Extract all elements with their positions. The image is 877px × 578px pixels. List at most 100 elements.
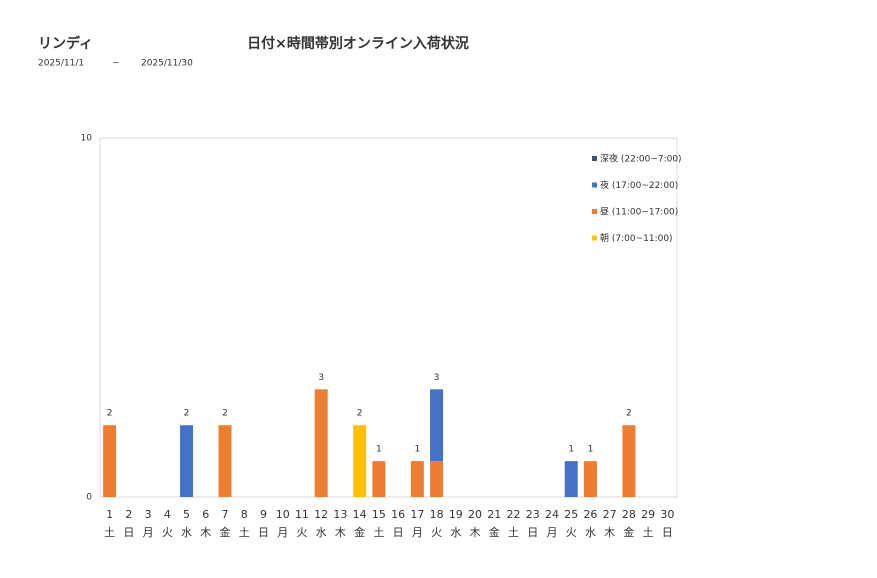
x-weekday-label: 火 bbox=[566, 526, 577, 539]
bar-segment bbox=[564, 461, 578, 497]
plot-area bbox=[99, 137, 678, 498]
data-label: 1 bbox=[414, 445, 420, 455]
y-tick-label: 10 bbox=[81, 134, 93, 144]
x-tick-label: 19 bbox=[449, 508, 463, 521]
x-tick-label: 9 bbox=[260, 508, 267, 521]
x-tick-label: 5 bbox=[183, 508, 190, 521]
x-weekday-label: 木 bbox=[470, 526, 481, 539]
data-label: 1 bbox=[376, 445, 382, 455]
x-weekday-label: 日 bbox=[393, 526, 404, 539]
x-weekday-label: 木 bbox=[335, 526, 346, 539]
data-label: 2 bbox=[626, 409, 632, 419]
x-tick-label: 14 bbox=[353, 508, 367, 521]
x-weekday-label: 土 bbox=[239, 526, 250, 539]
x-weekday-label: 土 bbox=[508, 526, 519, 539]
data-label: 2 bbox=[184, 409, 190, 419]
x-tick-label: 27 bbox=[603, 508, 617, 521]
date-separator: ~ bbox=[112, 59, 120, 69]
x-weekday-label: 金 bbox=[220, 525, 231, 539]
x-tick-label: 29 bbox=[641, 508, 655, 521]
x-weekday-label: 月 bbox=[277, 526, 288, 539]
x-weekday-label: 木 bbox=[200, 526, 211, 539]
bar-segment bbox=[218, 425, 232, 497]
legend-label: 夜 (17:00~22:00) bbox=[600, 179, 678, 191]
x-tick-label: 25 bbox=[564, 508, 578, 521]
x-tick-label: 26 bbox=[583, 508, 597, 521]
chart-title: 日付×時間帯別オンライン入荷状況 bbox=[247, 35, 469, 52]
data-label: 3 bbox=[318, 373, 324, 383]
date-from: 2025/11/1 bbox=[38, 59, 84, 69]
x-tick-label: 10 bbox=[276, 508, 290, 521]
legend-label: 朝 (7:00~11:00) bbox=[600, 233, 673, 244]
date-to: 2025/11/30 bbox=[141, 59, 193, 69]
x-tick-label: 16 bbox=[391, 508, 405, 521]
bar-segment bbox=[430, 389, 444, 462]
data-label: 3 bbox=[434, 373, 440, 383]
x-weekday-label: 日 bbox=[123, 526, 134, 539]
x-weekday-label: 月 bbox=[412, 526, 423, 539]
bar-segment bbox=[372, 461, 386, 497]
x-weekday-label: 土 bbox=[643, 526, 654, 539]
x-tick-label: 11 bbox=[295, 508, 309, 521]
x-tick-label: 3 bbox=[145, 508, 152, 521]
data-label: 2 bbox=[222, 409, 228, 419]
data-label: 1 bbox=[568, 445, 574, 455]
x-weekday-label: 火 bbox=[162, 526, 173, 539]
legend-swatch bbox=[592, 182, 597, 188]
x-tick-label: 7 bbox=[222, 508, 229, 521]
x-weekday-label: 金 bbox=[489, 525, 500, 539]
x-tick-label: 23 bbox=[526, 508, 540, 521]
data-label: 2 bbox=[107, 409, 113, 419]
legend-swatch bbox=[592, 235, 597, 241]
x-tick-label: 20 bbox=[468, 508, 482, 521]
y-tick-label: 0 bbox=[86, 493, 92, 503]
x-weekday-label: 土 bbox=[104, 526, 115, 539]
x-weekday-label: 日 bbox=[662, 526, 673, 539]
x-tick-label: 30 bbox=[660, 508, 674, 521]
legend-swatch bbox=[592, 156, 597, 161]
data-label: 1 bbox=[588, 445, 594, 455]
x-tick-label: 22 bbox=[507, 508, 521, 521]
legend-swatch bbox=[592, 209, 597, 214]
store-name: リンディ bbox=[38, 35, 93, 52]
x-weekday-label: 日 bbox=[258, 526, 269, 539]
x-weekday-label: 火 bbox=[431, 526, 442, 539]
x-weekday-label: 金 bbox=[354, 525, 365, 539]
x-tick-label: 6 bbox=[202, 508, 209, 521]
bar-segment bbox=[353, 425, 367, 497]
bar-segment bbox=[180, 425, 194, 497]
x-weekday-label: 月 bbox=[143, 526, 154, 539]
x-tick-label: 2 bbox=[125, 508, 132, 521]
x-weekday-label: 月 bbox=[546, 526, 557, 539]
x-weekday-label: 水 bbox=[585, 526, 596, 539]
legend-label: 昼 (11:00~17:00) bbox=[600, 207, 678, 218]
x-tick-label: 21 bbox=[487, 508, 501, 521]
legend-label: 深夜 (22:00~7:00) bbox=[600, 153, 682, 165]
bar-segment bbox=[622, 425, 636, 497]
x-tick-label: 4 bbox=[164, 508, 171, 521]
x-weekday-label: 日 bbox=[527, 526, 538, 539]
x-weekday-label: 水 bbox=[450, 526, 461, 539]
x-weekday-label: 火 bbox=[296, 526, 307, 539]
bar-segment bbox=[314, 389, 328, 497]
bar-segment bbox=[583, 461, 597, 497]
x-weekday-label: 水 bbox=[181, 526, 192, 539]
x-tick-label: 18 bbox=[430, 508, 444, 521]
data-label: 2 bbox=[357, 409, 363, 419]
bar-segment bbox=[430, 461, 444, 497]
x-weekday-label: 水 bbox=[316, 526, 327, 539]
x-tick-label: 15 bbox=[372, 508, 386, 521]
x-tick-label: 13 bbox=[333, 508, 347, 521]
x-tick-label: 28 bbox=[622, 508, 636, 521]
x-tick-label: 17 bbox=[410, 508, 424, 521]
x-tick-label: 1 bbox=[106, 508, 113, 521]
x-weekday-label: 土 bbox=[373, 526, 384, 539]
bar-segment bbox=[410, 461, 424, 497]
x-tick-label: 8 bbox=[241, 508, 248, 521]
x-tick-label: 24 bbox=[545, 508, 559, 521]
x-tick-label: 12 bbox=[314, 508, 328, 521]
x-weekday-label: 金 bbox=[623, 525, 634, 539]
x-weekday-label: 木 bbox=[604, 526, 615, 539]
bar-segment bbox=[103, 425, 117, 497]
